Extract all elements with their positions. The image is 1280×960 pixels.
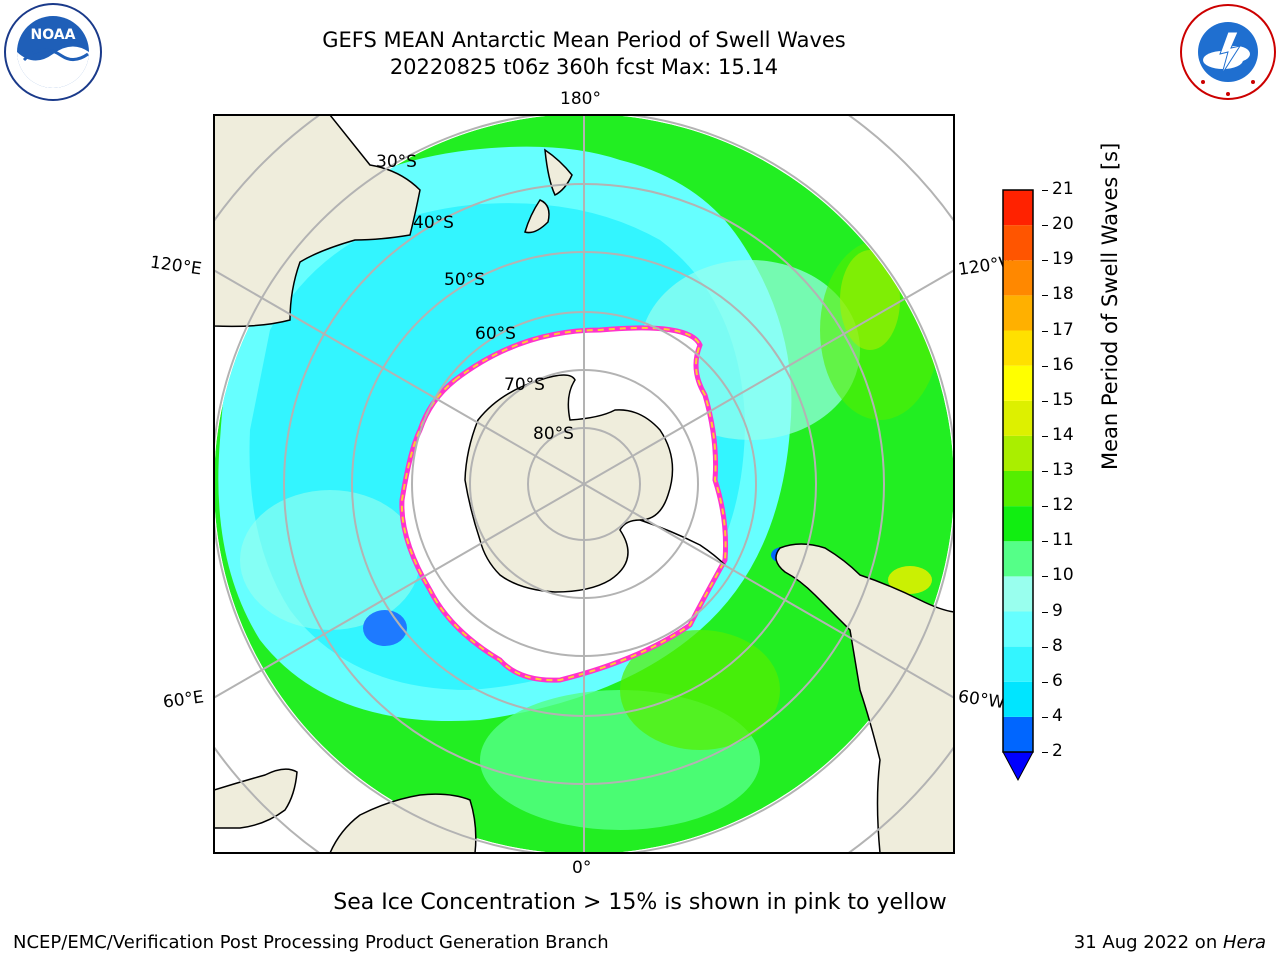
lat-label-70s: 70°S — [504, 375, 545, 395]
footer-credit: NCEP/EMC/Verification Post Processing Pr… — [13, 932, 609, 953]
colorbar-tick-label: 18 — [1052, 284, 1074, 305]
lon-label-180: 180° — [560, 89, 601, 109]
colorbar-tick-mark — [1042, 365, 1048, 367]
colorbar-tick-mark — [1042, 225, 1048, 227]
colorbar-tick-mark — [1042, 681, 1048, 683]
colorbar-tick-mark — [1042, 190, 1048, 191]
lat-label-80s: 80°S — [533, 424, 574, 444]
colorbar-band — [1003, 435, 1033, 471]
footer-host: Hera — [1222, 932, 1266, 953]
colorbar-band — [1003, 330, 1033, 366]
colorbar-band — [1003, 471, 1033, 507]
colorbar-tick-label: 13 — [1052, 460, 1074, 480]
noaa-logo: NOAA — [4, 3, 102, 101]
sea-ice-note: Sea Ice Concentration > 15% is shown in … — [333, 890, 947, 915]
colorbar-tick-mark — [1042, 400, 1048, 402]
colorbar-tick-label: 21 — [1052, 179, 1074, 199]
colorbar-tick-label: 16 — [1052, 354, 1074, 375]
colorbar-tick-label: 11 — [1052, 530, 1074, 551]
colorbar-band — [1003, 365, 1033, 401]
colorbar-tick-label: 19 — [1052, 249, 1074, 270]
colorbar-band — [1003, 541, 1033, 577]
colorbar-tick-mark — [1042, 646, 1048, 648]
lat-label-60s: 60°S — [475, 324, 516, 344]
colorbar-band — [1003, 576, 1033, 612]
colorbar-tick-label: 2 — [1052, 741, 1063, 761]
lat-label-30s: 30°S — [376, 152, 417, 172]
colorbar-tick-mark — [1042, 435, 1048, 437]
colorbar-tick-mark — [1042, 330, 1048, 332]
footer-date: 31 Aug 2022 on Hera — [1074, 932, 1266, 953]
colorbar-tick-label: 15 — [1052, 389, 1074, 410]
colorbar-band — [1003, 190, 1033, 226]
colorbar-band — [1003, 295, 1033, 331]
colorbar — [1002, 189, 1034, 782]
colorbar-tick-mark — [1042, 716, 1048, 718]
colorbar-band — [1003, 646, 1033, 682]
lat-label-40s: 40°S — [413, 213, 454, 233]
colorbar-tick-label: 14 — [1052, 424, 1074, 445]
lon-label-0: 0° — [572, 858, 592, 878]
nws-logo — [1180, 4, 1276, 100]
colorbar-band — [1003, 716, 1033, 752]
colorbar-tick-label: 10 — [1052, 565, 1074, 586]
colorbar-band — [1003, 400, 1033, 436]
colorbar-tick-label: 9 — [1052, 600, 1063, 621]
colorbar-band — [1003, 225, 1033, 261]
footer-date-text: 31 Aug 2022 on — [1073, 932, 1223, 953]
colorbar-band — [1003, 611, 1033, 647]
colorbar-tick-mark — [1042, 611, 1048, 613]
colorbar-tick-mark — [1042, 260, 1048, 262]
colorbar-tick-label: 4 — [1052, 705, 1063, 726]
colorbar-tick-label: 20 — [1052, 214, 1074, 235]
colorbar-tick-label: 12 — [1052, 495, 1074, 516]
map-frame — [213, 114, 955, 854]
colorbar-tick-label: 17 — [1052, 319, 1074, 340]
colorbar-underflow-arrow — [1002, 751, 1034, 782]
colorbar-tick-label: 8 — [1052, 635, 1063, 656]
colorbar-tick-mark — [1042, 541, 1048, 543]
chart-title: GEFS MEAN Antarctic Mean Period of Swell… — [322, 28, 846, 52]
colorbar-band — [1003, 681, 1033, 717]
colorbar-tick-mark — [1042, 506, 1048, 508]
colorbar-label: Mean Period of Swell Waves [s] — [1098, 142, 1122, 470]
colorbar-tick-mark — [1042, 295, 1048, 297]
colorbar-tick-label: 6 — [1052, 670, 1063, 691]
noaa-logo-text: NOAA — [31, 27, 76, 43]
colorbar-band — [1003, 260, 1033, 296]
chart-subtitle: 20220825 t06z 360h fcst Max: 15.14 — [389, 55, 779, 79]
colorbar-tick-mark — [1042, 576, 1048, 578]
colorbar-tick-mark — [1042, 471, 1048, 472]
colorbar-frame — [1002, 189, 1034, 753]
lat-label-50s: 50°S — [444, 270, 485, 290]
colorbar-band — [1003, 506, 1033, 542]
colorbar-tick-mark — [1042, 752, 1048, 753]
